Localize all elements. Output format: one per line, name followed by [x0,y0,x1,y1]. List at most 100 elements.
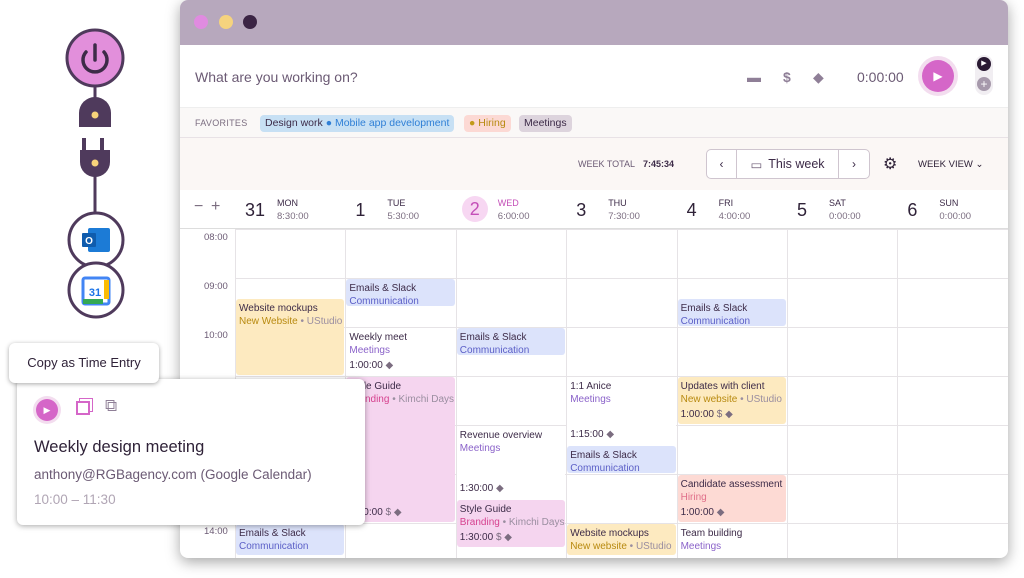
calendar-toolbar: WEEK TOTAL 7:45:34 ‹ ▭ This week › ⚙ WEEK … [180,138,1008,190]
tag-icon[interactable]: ◆ [813,69,824,85]
dollar-icon: $ [385,507,392,518]
zoom-in-button[interactable]: + [211,198,221,215]
entry-title: Emails & Slack [459,332,527,343]
plug-icon [80,138,110,177]
day-number: 1 [355,200,366,220]
gear-icon[interactable]: ⚙ [883,156,898,173]
day-name: WED [497,198,519,208]
chip-dot: ● [469,117,476,129]
entry-title: Candidate assessment [680,479,783,490]
start-timer-button[interactable]: ▶ [922,60,954,92]
chip-label: Design work [265,117,323,129]
app-window: What are you working on? ▬ $ ◆ 0:00:00 ▶… [180,0,1008,558]
copy-icon[interactable] [76,401,90,415]
chevron-down-icon: ⌄ [975,159,984,170]
favorite-meetings[interactable]: Meetings [519,115,572,132]
hour-line [235,474,1008,475]
minimize-window-button[interactable] [219,15,233,29]
chip-project: Mobile app development [334,117,450,129]
prev-week-button[interactable]: ‹ [707,150,737,178]
hour-label: 14:00 [204,526,228,537]
entry-project: New website • UStudio [570,541,672,552]
entry-title: Weekly meet [349,332,408,343]
time-entry[interactable]: Style Guide Branding • Kimchi Days 1:30:00… [456,499,566,547]
entry-title: Emails & Slack [570,450,637,462]
time-entry[interactable]: Emails & Slack Communication [456,328,566,355]
dollar-icon: $ [716,409,723,420]
time-entry[interactable]: Emails & Slack Communication [567,446,676,473]
manual-mode-button[interactable]: + [977,77,991,91]
entry-project: Communication [239,541,309,552]
entry-footer: 1:15:00 ◆ [570,429,615,441]
entry-project: Hiring [680,492,707,503]
tag-icon: ◆ [716,507,725,518]
play-icon: ▶ [933,69,943,83]
zoom-out-button[interactable]: − [194,198,204,215]
day-total: 5:30:00 [387,211,420,222]
description-input[interactable]: What are you working on? [195,69,358,85]
day-divider [676,229,678,558]
entry-footer: 1:30:00 ◆ [459,482,504,494]
power-icon [65,28,125,88]
day-number: 31 [245,200,266,220]
time-entry[interactable]: Weekly meet Meetings 1:00:00 ◆ [346,328,455,375]
tag-icon: ◆ [504,531,512,543]
entry-project: Communication [459,345,530,355]
maximize-window-button[interactable] [243,15,257,29]
mode-switch: ▶ + [975,55,993,95]
title-bar [180,0,1008,45]
start-timer-from-event-button[interactable]: ▶ [36,399,58,421]
entry-footer: 1:30:00 $ ◆ [459,531,512,543]
entry-project: Communication [349,296,419,306]
favorite-hiring[interactable]: ● Hiring [464,115,511,132]
favorite-design-work[interactable]: Design work ● Mobile app development [260,115,455,132]
time-entry[interactable]: Emails & Slack Communication [346,279,455,306]
tag-icon: ◆ [725,409,733,420]
entry-project: Communication [680,316,751,326]
next-week-button[interactable]: › [852,157,856,171]
day-header: − + 31 MON 8:30:00 1 TUE 5:30:00 2 WED 6:00:00 3 T… [180,190,1008,229]
close-window-button[interactable] [194,15,208,29]
week-navigator: ‹ ▭ This week › [706,149,870,179]
hour-line [235,376,1008,377]
entry-project: New Website • UStudio [239,316,343,328]
dollar-icon[interactable]: $ [783,69,791,85]
entry-footer: 1:00:00 $ ◆ [349,507,402,518]
hour-label: 10:00 [204,330,228,341]
day-total: 6:00:00 [497,211,530,222]
folder-icon[interactable]: ▬ [747,69,761,85]
day-number: 3 [576,200,587,220]
timer-mode-button[interactable]: ▶ [977,57,991,71]
entry-title: Website mockups [570,528,649,539]
time-entry[interactable]: 1:1 Anice Meetings 1:15:00 ◆ [567,377,676,445]
time-entry[interactable]: Emails & Slack Communication [236,524,345,555]
time-entry[interactable]: Team building Meetings [677,524,786,555]
entry-footer: 1:00:00 ◆ [349,360,394,371]
chip-label: Hiring [478,117,506,129]
time-entry[interactable]: Website mockups New website • UStudio [567,524,676,555]
this-week-button[interactable]: ▭ This week [737,150,839,178]
external-link-icon[interactable]: ⧉ [105,396,118,415]
time-entry[interactable]: Candidate assessment Hiring 1:00:00 ◆ [677,475,786,522]
entry-footer: 1:00:00 ◆ [680,507,725,518]
entry-title: Emails & Slack [680,303,748,315]
day-total: 0:00:00 [829,211,861,222]
tag-icon: ◆ [385,360,394,371]
outlook-icon: O [67,211,125,269]
socket-icon [79,97,111,127]
tag-icon: ◆ [606,429,615,441]
time-entry[interactable]: Website mockups New Website • UStudio [236,299,345,375]
day-number: 5 [797,200,808,220]
time-entry[interactable]: Updates with client New website • UStudio… [677,377,786,424]
dollar-icon: $ [495,531,502,543]
view-select[interactable]: WEEK VIEW ⌄ [918,159,984,170]
entry-title: Revenue overview [459,430,543,441]
time-entry[interactable]: Revenue overview Meetings 1:30:00 ◆ [456,426,566,498]
calendar-icon: ▭ [750,157,763,172]
svg-text:O: O [85,236,93,247]
timer-value: 0:00:00 [857,69,904,85]
time-entry[interactable]: Emails & Slack Communication [677,299,786,326]
calendar-grid: 08:0009:0010:0011:0012:0013:0014:00Websi… [180,229,1008,558]
favorites-label: FAVORITES [195,118,248,128]
day-name: THU [608,198,627,208]
